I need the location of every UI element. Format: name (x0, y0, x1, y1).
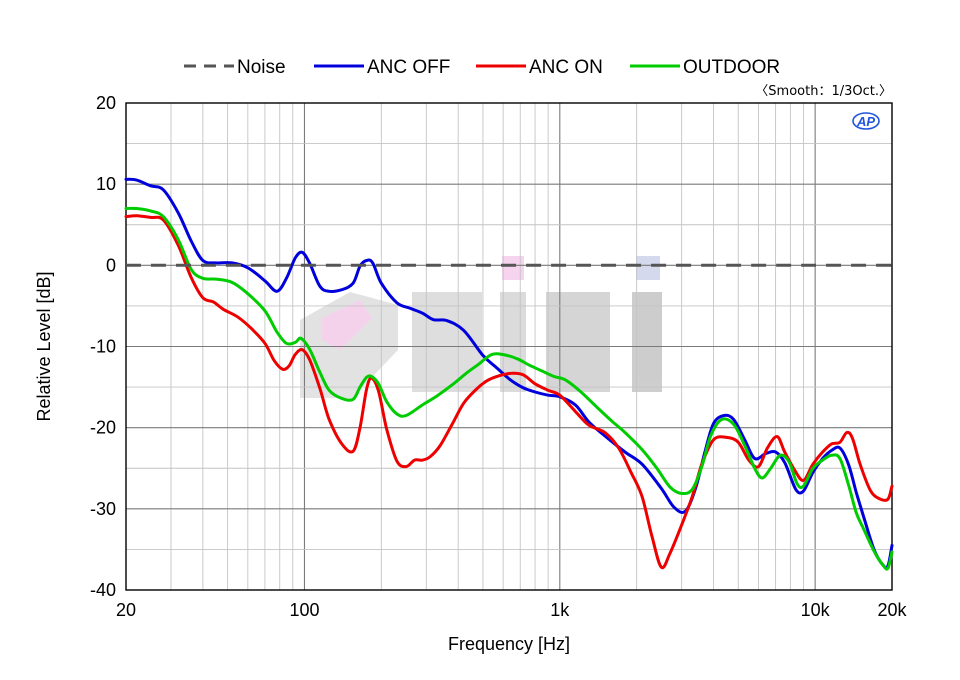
watermark-shape-pink (322, 300, 372, 350)
plot-grid (126, 103, 892, 590)
y-tick-label: 0 (106, 255, 116, 275)
series-layer (124, 177, 894, 571)
y-tick-label: 10 (96, 174, 116, 194)
audio-precision-logo: AP (852, 112, 880, 130)
watermark-accent-pink (502, 256, 524, 280)
x-axis-label: Frequency [Hz] (448, 634, 570, 654)
watermark-logo (300, 256, 662, 398)
smoothing-note: 〈Smooth：1/3Oct.〉 (755, 84, 892, 99)
x-tick-label: 20 (116, 600, 136, 620)
legend-label-noise: Noise (237, 57, 286, 78)
y-axis-label: Relative Level [dB] (34, 271, 54, 421)
series-line-anc-off (124, 177, 894, 570)
legend-label-outdoor: OUTDOOR (683, 57, 780, 78)
audio-precision-logo-text: AP (856, 114, 875, 129)
series-line-outdoor (124, 206, 894, 571)
y-tick-label: 20 (96, 93, 116, 113)
legend-label-anc-on: ANC ON (529, 57, 603, 78)
legend: Noise ANC OFF ANC ON OUTDOOR (184, 57, 780, 78)
y-tick-label: -30 (90, 499, 116, 519)
watermark-accent-blue (636, 256, 660, 280)
x-tick-label: 1k (550, 600, 570, 620)
watermark-block-h (546, 292, 610, 392)
y-tick-label: -10 (90, 337, 116, 357)
watermark-block-i1 (500, 292, 526, 392)
x-tick-label: 100 (289, 600, 319, 620)
y-tick-label: -40 (90, 580, 116, 600)
x-tick-label: 20k (877, 600, 907, 620)
x-tick-label: 10k (801, 600, 831, 620)
watermark-block-c (412, 292, 482, 392)
y-tick-label: -20 (90, 418, 116, 438)
plot-frame (125, 102, 893, 591)
legend-label-anc-off: ANC OFF (367, 57, 450, 78)
